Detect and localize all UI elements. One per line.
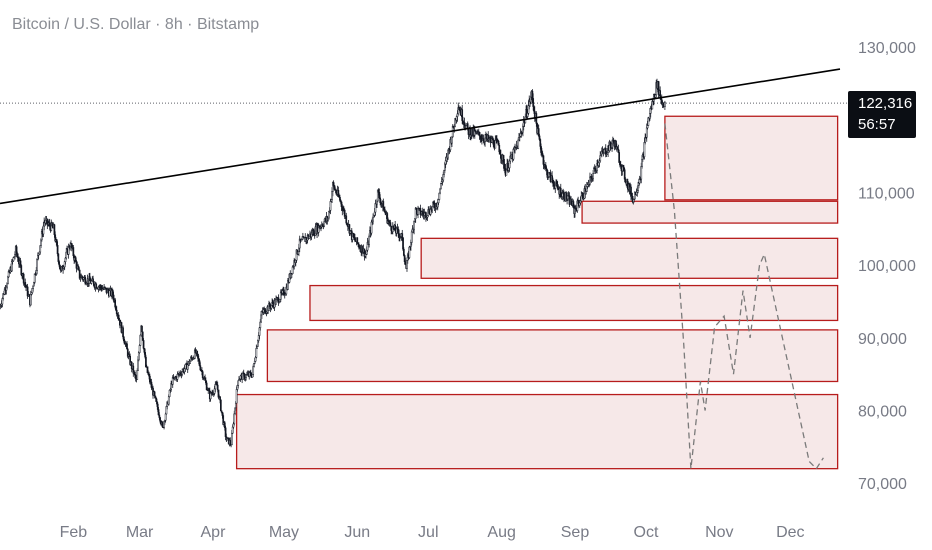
candle-body — [478, 132, 481, 137]
candle-body — [231, 432, 233, 446]
candle-body — [664, 102, 666, 108]
y-tick-label: 110,000 — [858, 186, 915, 203]
supply-zone-4 — [309, 284, 839, 322]
y-tick-label: 130,000 — [858, 40, 916, 57]
candle — [219, 399, 222, 412]
candle-body — [255, 348, 258, 358]
candle-body — [234, 402, 237, 409]
candle-body — [22, 273, 25, 284]
candle-body — [78, 267, 80, 271]
candle-body — [56, 245, 59, 255]
x-tick-label: Oct — [634, 524, 659, 541]
candle-body — [153, 391, 156, 397]
candle-body — [389, 222, 392, 227]
candle-body — [164, 413, 167, 421]
candle-body — [141, 325, 143, 333]
candle-body — [122, 327, 124, 338]
trendline[interactable] — [0, 68, 841, 205]
chart-title: Bitcoin / U.S. Dollar · 8h · Bitstamp — [12, 16, 260, 33]
candle-body — [356, 237, 359, 244]
candle-body — [136, 370, 139, 380]
candle-body — [58, 261, 61, 266]
x-tick-label: Sep — [561, 524, 590, 541]
candle-body — [184, 364, 187, 370]
candle-body — [592, 173, 594, 180]
supply-zone-2 — [581, 200, 839, 224]
x-tick-label: Jul — [418, 524, 438, 541]
candle-body — [142, 340, 145, 349]
candle-body — [201, 371, 204, 379]
y-tick-label: 80,000 — [858, 404, 907, 421]
x-tick-label: Nov — [705, 524, 733, 541]
candle-body — [252, 366, 255, 375]
x-tick-label: Feb — [60, 524, 88, 541]
candle-body — [439, 188, 441, 194]
x-tick-label: Aug — [487, 524, 515, 541]
candle-body — [32, 285, 34, 289]
candle-body — [219, 399, 222, 412]
candle-body — [624, 178, 627, 183]
candle-body — [137, 359, 139, 371]
y-tick-label: 70,000 — [858, 476, 907, 493]
x-tick-label: Apr — [201, 524, 227, 541]
supply-zone-1 — [664, 115, 839, 201]
x-tick-label: Mar — [126, 524, 154, 541]
candle-body — [329, 201, 332, 211]
candle-body — [196, 350, 199, 355]
y-tick-label: 90,000 — [858, 331, 907, 348]
last-price-badge: 122,316 56:57 — [848, 91, 916, 138]
projection-path — [664, 123, 824, 470]
x-tick-label: Dec — [776, 524, 804, 541]
candle-body — [599, 155, 602, 162]
candle — [132, 362, 135, 377]
candle-body — [440, 182, 442, 190]
candle-body — [167, 396, 170, 405]
candle-body — [401, 233, 404, 238]
candle-body — [7, 276, 9, 285]
candle-body — [345, 215, 348, 224]
supply-zone-5 — [266, 329, 839, 383]
bar-countdown: 56:57 — [858, 116, 896, 133]
x-tick-label: Jun — [344, 524, 370, 541]
candle-body — [12, 257, 15, 262]
supply-zone-3 — [420, 237, 839, 279]
candle-body — [29, 294, 32, 306]
candle-body — [499, 154, 502, 159]
candle-body — [36, 259, 38, 271]
candle-body — [161, 422, 164, 428]
candle-body — [517, 139, 520, 149]
candle-body — [563, 192, 565, 200]
y-tick-label: 100,000 — [858, 258, 916, 275]
candle-body — [233, 413, 236, 425]
candle-body — [643, 142, 646, 157]
last-price-value: 122,316 — [858, 95, 913, 112]
candle-body — [216, 384, 219, 391]
candle-body — [256, 346, 258, 349]
candle — [451, 136, 453, 148]
candle-body — [137, 352, 140, 361]
candle — [664, 100, 666, 111]
candle-body — [118, 317, 120, 321]
candle-body — [237, 380, 240, 386]
supply-zone-6 — [235, 393, 839, 470]
x-tick-label: May — [269, 524, 299, 541]
candle-body — [138, 345, 141, 353]
candle-body — [410, 231, 413, 243]
candle-body — [413, 221, 415, 231]
